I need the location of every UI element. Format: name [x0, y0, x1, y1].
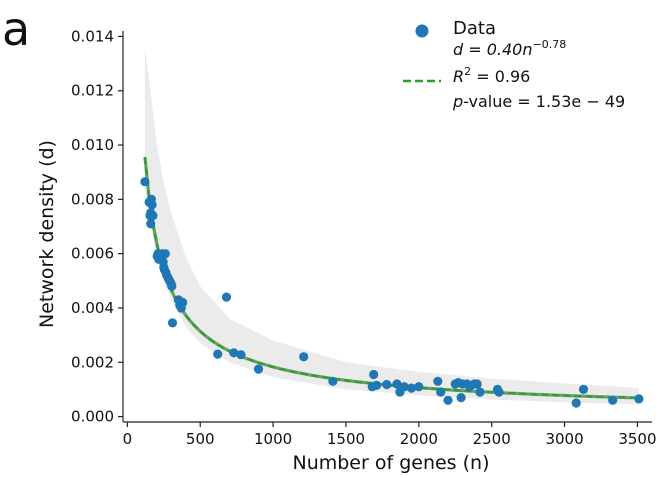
data-point [140, 177, 150, 187]
legend-fit-r2-sup: 2 [464, 65, 471, 78]
fit-line-layer [143, 156, 639, 400]
data-point [369, 369, 379, 380]
data-point [221, 292, 232, 302]
legend-fit-equation-base: d = 0.40n [453, 40, 533, 59]
data-point [443, 395, 453, 405]
legend-fit-equation: d = 0.40n−0.78 [453, 38, 566, 59]
data-point [436, 387, 446, 397]
y-tick-label: 0.000 [71, 408, 114, 426]
data-point [406, 383, 417, 393]
data-point [634, 394, 644, 404]
y-tick-label: 0.006 [71, 245, 114, 263]
y-tick-label: 0.014 [71, 27, 114, 45]
panel-label: a [2, 2, 30, 56]
x-tick-label: 2000 [400, 430, 438, 448]
y-tick-label: 0.008 [71, 190, 114, 208]
data-point [578, 384, 589, 394]
y-tick-label: 0.002 [71, 353, 114, 371]
x-tick-label: 2500 [473, 430, 511, 448]
data-point [456, 393, 466, 403]
data-point [146, 219, 156, 229]
x-tick-label: 500 [186, 430, 215, 448]
legend-fit-r2: R2 = 0.96 [453, 65, 530, 86]
data-point [392, 379, 402, 389]
data-point [608, 395, 618, 405]
data-point [472, 379, 482, 389]
data-point [167, 281, 177, 291]
data-point [494, 387, 504, 397]
data-point [229, 348, 239, 358]
y-tick-label: 0.010 [71, 136, 114, 154]
x-tick-label: 3000 [545, 430, 583, 448]
x-tick-label: 1000 [254, 430, 292, 448]
data-point [328, 376, 338, 386]
x-tick-label: 1500 [327, 430, 365, 448]
fit-line [143, 156, 639, 399]
legend-data-label: Data [453, 18, 496, 39]
legend-fit-equation-exponent: −0.78 [533, 38, 567, 51]
data-point [148, 211, 158, 221]
data-point [160, 249, 170, 259]
legend: Data d = 0.40n−0.78 R2 = 0.96 p-value = … [403, 18, 625, 111]
data-point [382, 379, 392, 390]
legend-fit-r2-value: = 0.96 [471, 67, 530, 86]
data-point [253, 364, 264, 374]
legend-fit-pvalue-rest: -value = 1.53e − 49 [463, 92, 625, 111]
data-point [571, 398, 581, 408]
data-point [372, 380, 382, 390]
legend-fit-r2-base: R [453, 67, 464, 86]
fit-line-shadow [143, 156, 639, 400]
data-point [414, 382, 424, 392]
x-axis-label: Number of genes (n) [292, 452, 489, 474]
legend-fit-pvalue-p: p [452, 92, 463, 111]
x-tick-label: 3500 [618, 430, 656, 448]
y-axis-label: Network density (d) [36, 140, 58, 328]
data-point [399, 382, 409, 392]
data-point [433, 376, 443, 386]
data-points-layer [140, 177, 644, 408]
data-point [167, 318, 178, 328]
data-point [475, 387, 485, 397]
y-tick-label: 0.004 [71, 299, 114, 317]
y-tick-label: 0.012 [71, 82, 114, 100]
data-point [213, 349, 223, 359]
legend-fit-pvalue: p-value = 1.53e − 49 [452, 92, 625, 111]
data-point [147, 200, 157, 210]
data-point [236, 350, 246, 360]
data-point [299, 352, 309, 362]
x-tick-label: 0 [123, 430, 133, 448]
axes-layer: 0 500 1000 1500 2000 2500 3000 3500 0.000 0.002 0.… [71, 27, 656, 448]
data-point [178, 297, 188, 308]
legend-data-marker [415, 24, 429, 38]
